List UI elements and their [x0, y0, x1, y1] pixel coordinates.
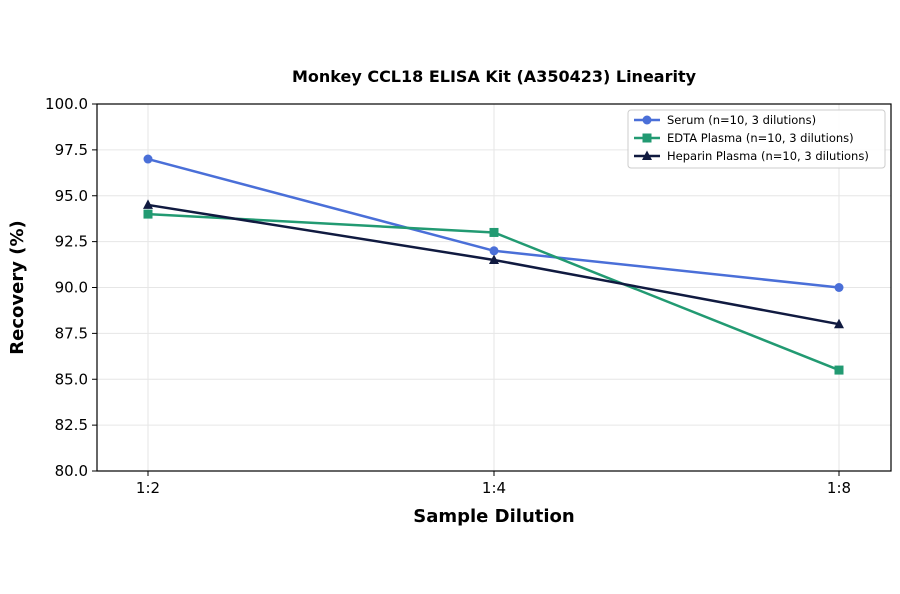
y-tick-label: 95.0	[55, 187, 88, 205]
data-point	[834, 365, 844, 375]
data-point	[489, 227, 499, 237]
axis-ticks: 80.0 82.5 85.0 87.5 90.0 92.5 95.0 97.5 100.0 1:2…	[45, 95, 851, 497]
data-point	[834, 318, 844, 329]
legend-box	[627, 109, 886, 169]
legend-marker	[642, 150, 652, 160]
x-tick-label: 1:2	[136, 479, 160, 497]
y-tick-label: 85.0	[55, 370, 88, 388]
legend-entry: EDTA Plasma (n=10, 3 dilutions)	[634, 131, 854, 145]
data-point	[143, 154, 153, 164]
series-layer	[143, 154, 844, 375]
y-tick-label: 80.0	[55, 462, 88, 480]
y-tick-label: 100.0	[45, 95, 88, 113]
legend-marker	[642, 133, 652, 143]
data-point	[489, 254, 499, 264]
legend-label: Heparin Plasma (n=10, 3 dilutions)	[667, 149, 869, 163]
legend-label: EDTA Plasma (n=10, 3 dilutions)	[667, 131, 854, 145]
y-tick-label: 92.5	[55, 233, 88, 251]
data-point	[143, 209, 153, 219]
data-point	[834, 283, 844, 292]
x-axis-label: Sample Dilution	[413, 506, 574, 527]
data-point	[489, 246, 499, 256]
chart-title: Monkey CCL18 ELISA Kit (A350423) Lineari…	[292, 67, 697, 86]
y-tick-label: 82.5	[55, 416, 88, 434]
series-3	[143, 199, 844, 329]
legend: Serum (n=10, 3 dilutions) EDTA Plasma (n=…	[627, 109, 886, 169]
y-tick-label: 90.0	[55, 279, 88, 297]
y-tick-label: 87.5	[55, 324, 88, 342]
data-point	[143, 199, 153, 209]
legend-marker	[642, 115, 652, 125]
y-axis-label: Recovery (%)	[7, 220, 28, 354]
legend-entry: Serum (n=10, 3 dilutions)	[634, 113, 816, 127]
x-tick-label: 1:8	[827, 479, 851, 497]
x-tick-label: 1:4	[482, 479, 506, 497]
legend-entry: Heparin Plasma (n=10, 3 dilutions)	[634, 149, 869, 163]
y-tick-label: 97.5	[55, 141, 88, 159]
series-2	[143, 209, 844, 375]
series-1	[143, 154, 844, 292]
legend-label: Serum (n=10, 3 dilutions)	[667, 113, 816, 127]
